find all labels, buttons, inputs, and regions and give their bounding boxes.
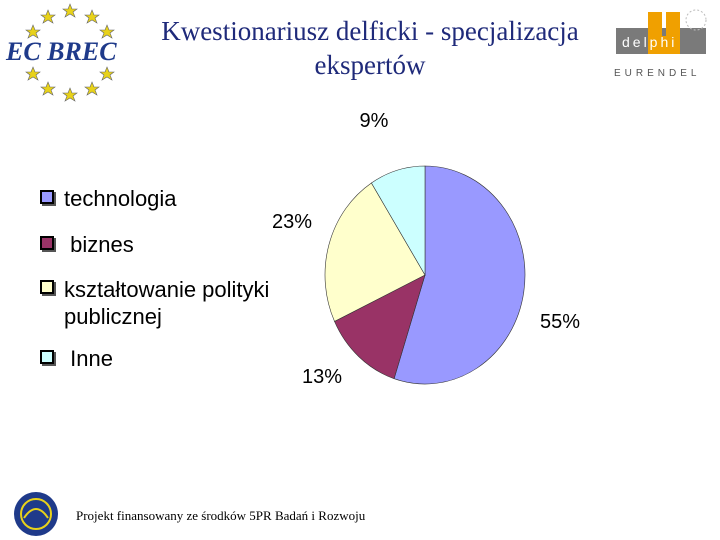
pie-slice-inne	[371, 165, 426, 277]
data-label-biznes: 13%	[302, 366, 342, 388]
ec-brec-logo: EC BREC	[5, 3, 117, 102]
title-line-1: Kwestionariusz delficki - specjalizacja	[161, 16, 579, 46]
pie-slice-biznes	[334, 274, 426, 380]
delphi-eurendel-logo: delphi EURENDEL	[614, 9, 707, 79]
footer-note: Projekt finansowany ze środków 5PR Badań…	[76, 508, 366, 523]
delphi-logo-circle	[685, 9, 707, 31]
data-label-technologia: 55%	[540, 311, 580, 333]
emblem-arc	[23, 508, 49, 519]
page-title: Kwestionariusz delficki - specjalizacja …	[130, 14, 610, 82]
pie-slice-polityka	[324, 182, 426, 322]
data-label-polityka: 23%	[272, 211, 312, 233]
delphi-logo-bar-3	[657, 36, 671, 54]
emblem-inner-ring	[20, 498, 52, 530]
legend-label-inne: Inne	[64, 346, 113, 371]
bottom-emblem-logo	[14, 492, 58, 536]
ec-brec-logo-text: EC BREC	[5, 37, 117, 66]
legend-label-technologia: technologia	[64, 186, 177, 211]
title-line-2: ekspertów	[314, 50, 426, 80]
pie-slice-technologia	[393, 165, 526, 385]
legend-swatch-biznes	[40, 236, 54, 250]
eurendel-logo-text: EURENDEL	[614, 68, 700, 79]
delphi-logo-text: delphi	[622, 34, 677, 50]
legend-swatch-inne	[40, 350, 54, 364]
legend-label-biznes: biznes	[64, 232, 134, 257]
data-label-inne: 9%	[360, 110, 389, 132]
legend-swatch-technologia	[40, 190, 54, 204]
eu-stars-icon	[25, 3, 115, 102]
legend-label-polityka: kształtowanie polityki publicznej	[64, 277, 270, 329]
legend-swatch-polityka	[40, 280, 54, 294]
